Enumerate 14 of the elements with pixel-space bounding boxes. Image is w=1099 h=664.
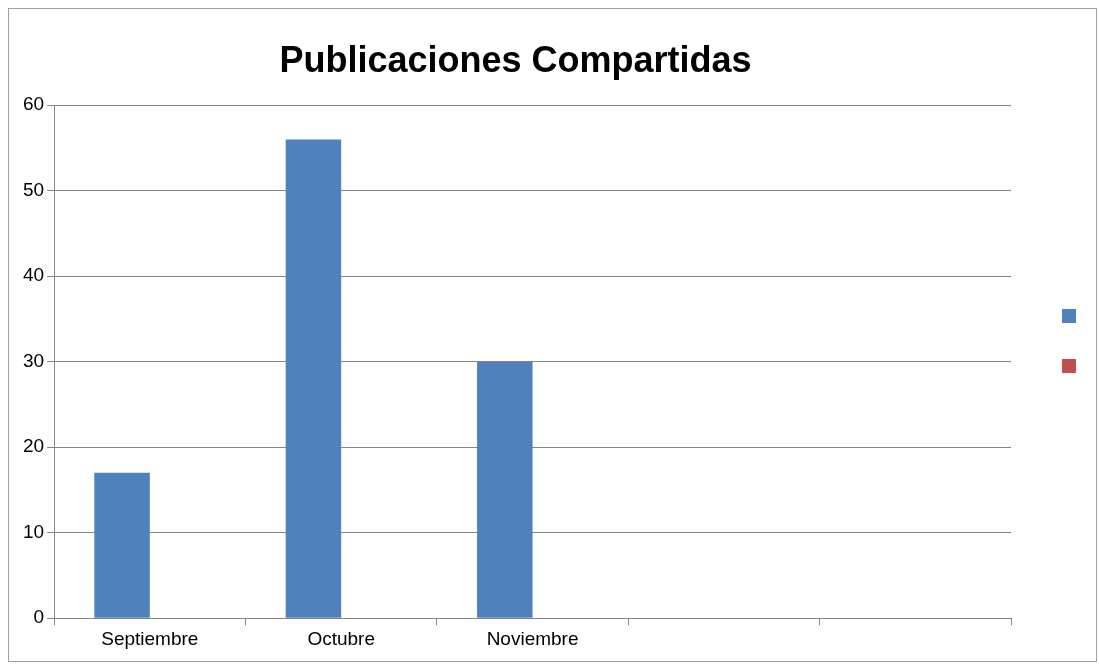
x-tick-label: Octubre (307, 627, 375, 649)
y-tick-label: 50 (22, 178, 45, 200)
x-tick-label: Septiembre (101, 627, 199, 649)
y-tick-label: 10 (22, 520, 45, 542)
chart-title: Publicaciones Compartidas (279, 38, 752, 80)
y-tick-label: 40 (22, 264, 45, 286)
bar (477, 361, 533, 618)
x-tick-label: Noviembre (486, 627, 579, 649)
y-tick-label: 0 (33, 606, 45, 628)
bar (285, 139, 342, 618)
bar (94, 472, 150, 618)
y-tick-label: 60 (22, 93, 45, 115)
y-tick-label: 20 (22, 435, 45, 457)
y-tick-label: 30 (22, 349, 45, 371)
